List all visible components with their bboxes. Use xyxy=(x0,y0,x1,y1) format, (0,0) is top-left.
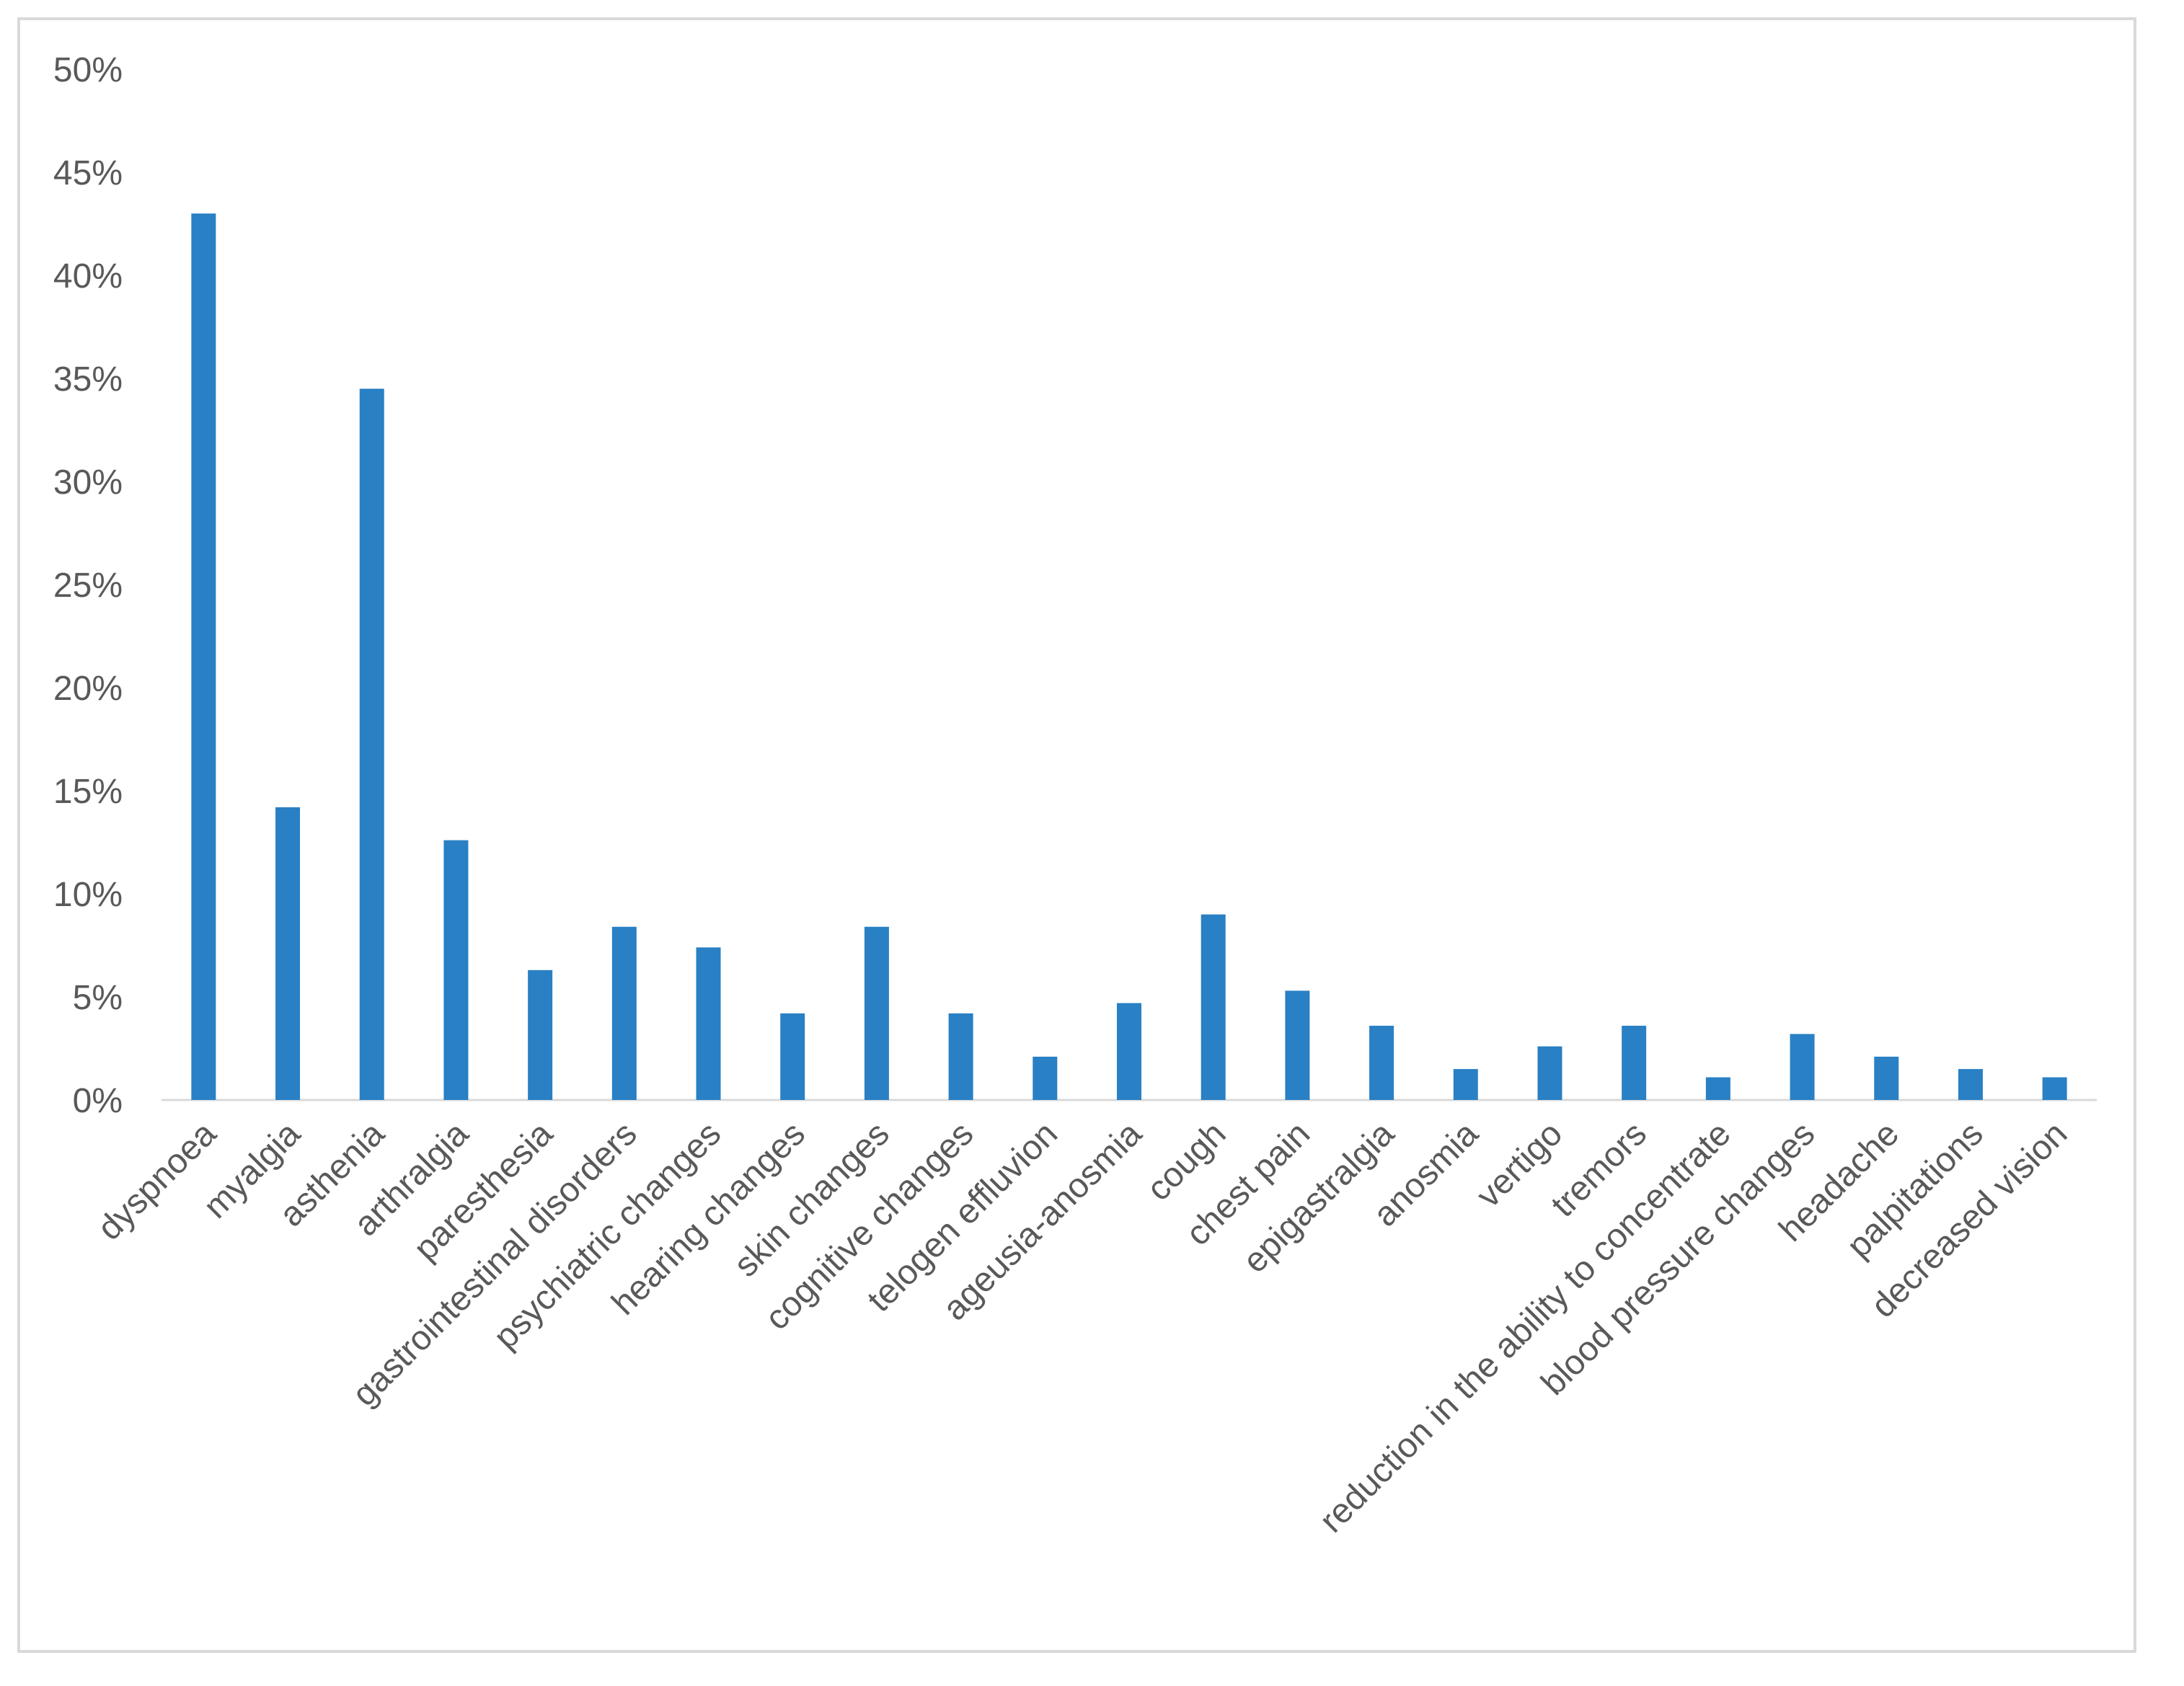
y-tick-label: 5% xyxy=(73,979,123,1017)
bar-myalgia xyxy=(275,807,301,1100)
y-tick-label: 10% xyxy=(53,876,123,914)
y-tick-label: 0% xyxy=(73,1082,123,1120)
bar-blood-pressure-changes xyxy=(1790,1034,1815,1100)
bar-tremors xyxy=(1622,1026,1647,1100)
bar-dyspnoea xyxy=(191,213,216,1101)
bar-arthralgia xyxy=(443,840,469,1100)
y-tick-label: 25% xyxy=(53,567,123,605)
bar-headache xyxy=(1874,1056,1899,1100)
y-tick-label: 15% xyxy=(53,773,123,811)
y-tick-label: 45% xyxy=(53,154,123,192)
bar-chart: 0% 5% 10% 15% 20% 25% 30% 35% 40% 45% 50% dyspnoea… xyxy=(53,51,2097,1540)
x-axis-category-labels: dyspnoeamyalgiaastheniaarthralgiaparesth… xyxy=(90,1114,2074,1540)
y-tick-label: 20% xyxy=(53,670,123,708)
bar-cognitive-changes xyxy=(948,1013,973,1100)
bars xyxy=(191,213,2067,1101)
bar-hearing-changes xyxy=(780,1013,805,1100)
bar-anosmia xyxy=(1453,1069,1478,1100)
bar-psychiatric-changes xyxy=(696,947,721,1100)
bar-palpitations xyxy=(1958,1069,1983,1100)
bar-skin-changes xyxy=(864,926,889,1100)
y-axis-tick-labels: 0% 5% 10% 15% 20% 25% 30% 35% 40% 45% 50% xyxy=(53,51,123,1120)
x-category-label: dyspnoea xyxy=(90,1114,224,1248)
y-tick-label: 40% xyxy=(53,257,123,296)
y-tick-label: 35% xyxy=(53,360,123,399)
y-tick-label: 30% xyxy=(53,463,123,502)
bar-ageusia-anosmia xyxy=(1117,1003,1141,1100)
y-tick-label: 50% xyxy=(53,51,123,89)
bar-chest-pain xyxy=(1285,990,1310,1100)
bar-vertigo xyxy=(1537,1046,1562,1100)
chart-frame: 0% 5% 10% 15% 20% 25% 30% 35% 40% 45% 50% dyspnoea… xyxy=(17,17,2136,1653)
bar-paresthesia xyxy=(528,970,553,1100)
bar-reduction-in-the-ability-to-concentrate xyxy=(1705,1077,1730,1100)
bar-gastrointestinal-disorders xyxy=(611,926,637,1100)
bar-asthenia xyxy=(359,389,384,1100)
bar-telogen-effluvion xyxy=(1033,1056,1058,1100)
bar-cough xyxy=(1201,914,1226,1100)
bar-decreased-vision xyxy=(2042,1077,2067,1100)
bar-epigastralgia xyxy=(1369,1026,1394,1100)
